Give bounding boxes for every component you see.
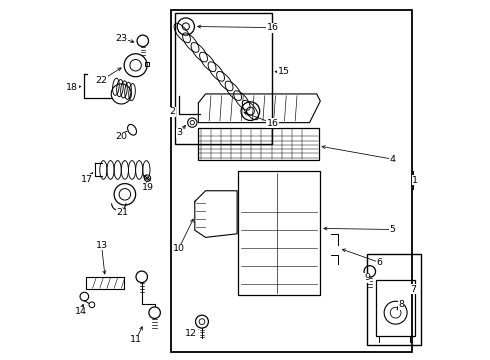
- Text: 22: 22: [96, 76, 108, 85]
- Text: 13: 13: [96, 241, 108, 250]
- Text: 10: 10: [172, 244, 185, 253]
- Text: 19: 19: [142, 183, 153, 192]
- Bar: [198, 128, 318, 160]
- Bar: [367, 253, 421, 345]
- Text: 5: 5: [390, 225, 396, 234]
- Text: 2: 2: [170, 107, 175, 116]
- Text: 21: 21: [116, 208, 128, 217]
- Text: 7: 7: [411, 285, 416, 294]
- Bar: [145, 62, 149, 66]
- Text: 4: 4: [390, 155, 396, 164]
- Text: 12: 12: [185, 329, 197, 338]
- Text: 11: 11: [130, 335, 142, 344]
- Text: 20: 20: [115, 132, 127, 141]
- Bar: [175, 13, 272, 144]
- Text: 1: 1: [413, 176, 418, 185]
- Bar: [238, 171, 320, 295]
- Text: 9: 9: [364, 273, 370, 282]
- Text: 18: 18: [66, 83, 78, 92]
- Text: 15: 15: [278, 67, 290, 76]
- Text: 23: 23: [115, 34, 127, 43]
- Text: 3: 3: [177, 128, 183, 137]
- Text: 16: 16: [267, 23, 279, 32]
- Text: 16: 16: [267, 119, 279, 128]
- Text: 14: 14: [75, 307, 87, 316]
- Text: 8: 8: [398, 300, 404, 309]
- Text: 6: 6: [376, 258, 383, 267]
- Bar: [172, 10, 412, 352]
- Text: 17: 17: [81, 175, 93, 184]
- Bar: [376, 280, 416, 336]
